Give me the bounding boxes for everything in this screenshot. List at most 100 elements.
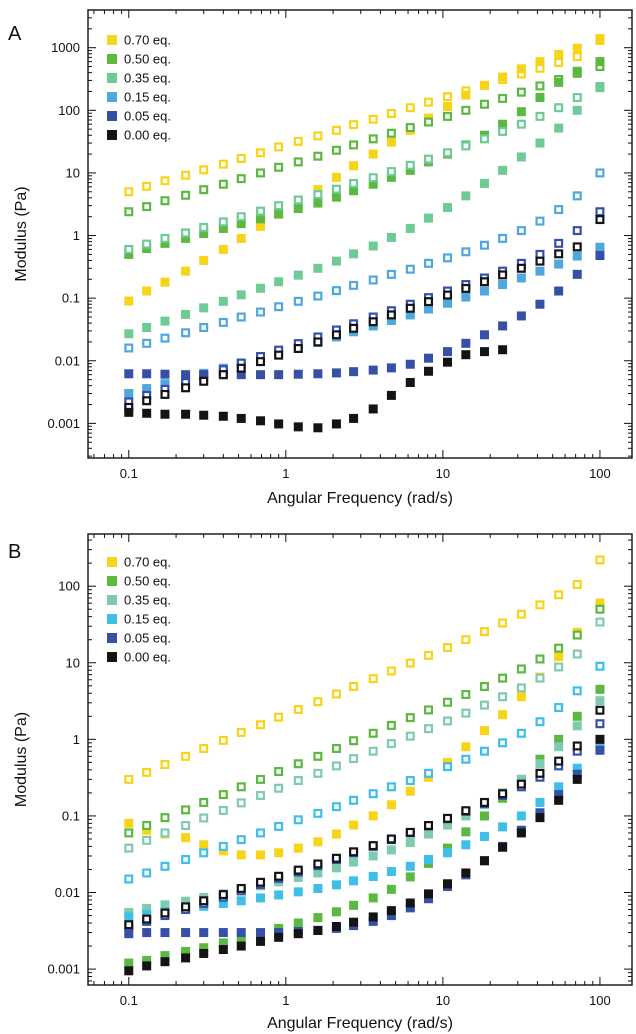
data-point-filled [349,249,359,259]
legend-swatch [107,652,117,662]
legend-label: 0.70 eq. [124,555,171,570]
data-point-open [595,617,605,627]
data-point-filled [595,598,605,608]
data-point-open [218,805,228,815]
data-point-open [331,743,341,753]
data-point-open [443,111,453,121]
data-point-open [124,343,134,353]
data-point-filled [236,219,246,229]
data-point-filled [572,769,582,779]
data-point-open [461,806,471,816]
data-point-open [535,768,545,778]
data-point-filled [313,868,323,878]
data-point-filled [331,192,341,202]
data-point-filled [124,958,134,968]
data-point-open [199,896,209,906]
data-point-filled [124,407,134,417]
data-point-open [479,134,489,144]
data-point-open [595,168,605,178]
data-point-filled [181,233,191,243]
data-point-filled [160,900,170,910]
data-point-filled [516,774,526,784]
data-point-filled [572,105,582,115]
data-point-open [349,323,359,333]
data-point-filled [368,179,378,189]
legend-label: 0.35 eq. [124,71,171,86]
data-point-open [349,120,359,130]
data-point-open [349,736,359,746]
data-point-open [516,87,526,97]
data-point-open [142,914,152,924]
data-point-filled [535,57,545,67]
data-point-filled [349,900,359,910]
data-point-open [368,114,378,124]
data-point-filled [160,951,170,961]
data-point-filled [461,811,471,821]
data-point-open [124,207,134,217]
data-point-filled [405,786,415,796]
data-point-filled [443,298,453,308]
legend-swatch [107,130,117,140]
x-tick-label: 10 [436,993,450,1008]
data-point-open [236,174,246,184]
data-point-open [479,681,489,691]
data-point-filled [181,953,191,963]
data-point-filled [424,353,434,363]
data-point-open [181,328,191,338]
data-point-filled [554,782,564,792]
data-point-open [349,754,359,764]
data-point-filled [331,907,341,917]
data-point-open [218,370,228,380]
data-point-filled [461,191,471,201]
data-point-filled [595,36,605,46]
data-point-filled [331,921,341,931]
data-point-open [405,827,415,837]
data-point-filled [199,370,209,380]
data-point-filled [443,879,453,889]
data-point-open [124,187,134,197]
data-point-open [274,201,284,211]
data-point-open [256,790,266,800]
series-0-00-eq [124,215,605,433]
data-point-filled [256,893,266,903]
data-point-open [516,263,526,273]
data-point-filled [142,825,152,835]
legend-swatch [107,111,117,121]
data-point-filled [293,918,303,928]
data-point-filled [236,413,246,423]
data-point-open [349,847,359,857]
data-point-open [274,821,284,831]
data-point-open [313,291,323,301]
data-point-filled [274,890,284,900]
data-point-filled [293,843,303,853]
data-point-open [595,661,605,671]
data-point-filled [256,936,266,946]
data-point-open [274,162,284,172]
x-tick-label: 100 [589,466,611,481]
data-point-open [256,357,266,367]
data-point-filled [331,419,341,429]
data-point-open [479,240,489,250]
data-point-filled [405,861,415,871]
data-point-filled [572,721,582,731]
legend-label: 0.50 eq. [124,52,171,67]
data-point-filled [274,932,284,942]
data-point-filled [199,303,209,313]
data-point-open [368,134,378,144]
data-point-filled [160,316,170,326]
data-point-open [535,673,545,683]
data-point-open [516,779,526,789]
data-point-filled [479,726,489,736]
data-point-open [405,731,415,741]
y-tick-label: 100 [58,579,80,594]
data-point-open [256,828,266,838]
data-point-filled [554,259,564,269]
data-point-filled [516,152,526,162]
data-point-filled [142,909,152,919]
data-point-open [386,310,396,320]
data-point-filled [498,119,508,129]
data-point-open [595,555,605,565]
data-point-filled [160,379,170,389]
legend-label: 0.15 eq. [124,90,171,105]
legend-swatch [107,54,117,64]
